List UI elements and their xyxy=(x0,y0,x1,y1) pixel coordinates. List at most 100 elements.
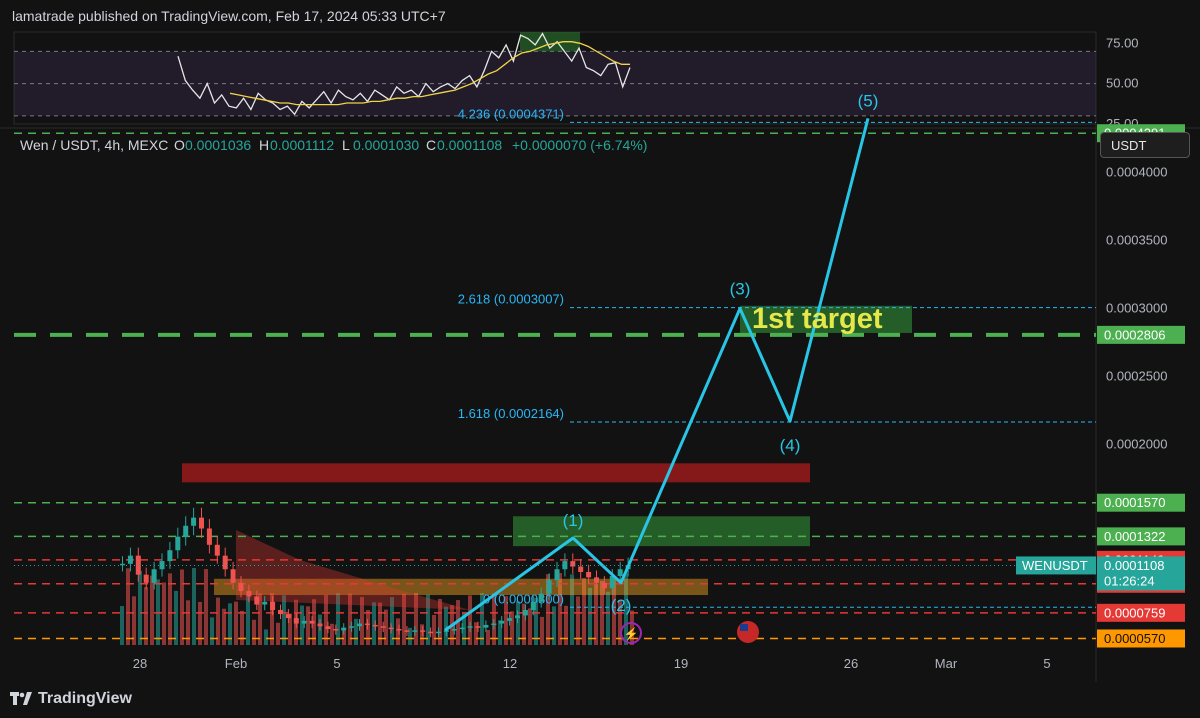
volume-bar xyxy=(420,624,424,645)
candle xyxy=(127,555,133,564)
candle xyxy=(120,563,125,566)
flag-canton xyxy=(740,624,748,631)
candle xyxy=(538,593,544,602)
volume-bar xyxy=(504,596,508,645)
level-price-tag xyxy=(1097,603,1185,622)
level-price-tag xyxy=(1097,629,1185,648)
price-tick-label: 0.0003500 xyxy=(1106,233,1167,248)
candle xyxy=(475,626,481,628)
symbol-tag xyxy=(1016,556,1096,575)
volume-bars xyxy=(120,568,634,645)
wave-label: (2) xyxy=(611,596,632,615)
level-price-label: 0.0002806 xyxy=(1104,327,1165,342)
footer: TradingView xyxy=(0,682,1200,718)
volume-bar xyxy=(618,600,622,645)
volume-bar xyxy=(384,609,388,645)
volume-bar xyxy=(180,569,184,645)
volume-bar xyxy=(252,619,256,645)
volume-bar xyxy=(594,584,598,645)
price-tick-label: 0.0002500 xyxy=(1106,368,1167,383)
candle xyxy=(530,601,536,610)
volume-bar xyxy=(276,622,280,645)
volume-bar xyxy=(630,610,634,645)
rsi-overbought-fill xyxy=(520,32,580,52)
candle xyxy=(594,577,599,583)
candle xyxy=(222,555,228,570)
current-price-value: 0.0001108 xyxy=(1104,558,1165,573)
level-price-label: 0.0001570 xyxy=(1104,495,1165,510)
candle xyxy=(246,590,252,597)
time-tick-label: 19 xyxy=(674,656,688,671)
candle xyxy=(570,561,576,567)
candle xyxy=(546,580,552,594)
candle xyxy=(617,569,623,577)
candle xyxy=(301,620,307,624)
current-price-tag xyxy=(1097,556,1185,591)
volume-bar xyxy=(300,605,304,645)
candle xyxy=(554,569,560,581)
legend-text: 0.0001030 xyxy=(353,137,419,153)
level-price-label: 0.0000570 xyxy=(1104,631,1165,646)
candle xyxy=(357,623,362,627)
volume-bar xyxy=(438,598,442,645)
zone-resistance xyxy=(182,463,810,483)
legend-text: 0.0001036 xyxy=(185,137,251,153)
volume-bar xyxy=(144,587,148,645)
publish-header: lamatrade published on TradingView.com, … xyxy=(0,0,1200,30)
volume-bar xyxy=(486,629,490,645)
tradingview-logo[interactable]: TradingView xyxy=(10,690,132,708)
volume-bar xyxy=(552,606,556,645)
price-chart[interactable]: 75.0050.0025.000.00040000.00035000.00030… xyxy=(0,0,1200,682)
volume-bar xyxy=(588,587,592,645)
legend-text: C xyxy=(426,137,436,153)
currency-button[interactable]: USDT xyxy=(1100,132,1190,158)
candle xyxy=(199,517,204,529)
volume-bar xyxy=(576,596,580,645)
volume-bar xyxy=(348,593,352,645)
volume-bar xyxy=(540,616,544,645)
volume-bar xyxy=(168,573,172,645)
volume-bar xyxy=(498,620,502,645)
volume-bar xyxy=(522,603,526,645)
volume-bar xyxy=(366,610,370,645)
legend-text: L xyxy=(342,137,350,153)
volume-bar xyxy=(534,597,538,645)
level-price-label: 0.0001322 xyxy=(1104,529,1165,544)
candle xyxy=(380,626,386,628)
candle xyxy=(412,630,418,632)
volume-bar xyxy=(378,602,382,645)
volume-bar xyxy=(570,574,574,645)
volume-bar xyxy=(564,605,568,645)
wave-label: (3) xyxy=(730,280,751,299)
legend-text: +0.0000070 (+6.74%) xyxy=(512,137,647,153)
wave-label: (4) xyxy=(780,436,801,455)
candle xyxy=(515,615,520,619)
level-price-label: 0.0000759 xyxy=(1104,605,1165,620)
volume-bar xyxy=(558,573,562,645)
elliott-wave-path xyxy=(444,118,870,632)
symbol-tag-label: WENUSDT xyxy=(1022,558,1088,573)
candle xyxy=(349,626,355,628)
candle xyxy=(191,517,197,526)
decline-shade xyxy=(236,530,470,610)
volume-bar xyxy=(282,595,286,645)
candle xyxy=(459,627,465,630)
rsi-ma-line xyxy=(229,41,630,106)
candle xyxy=(214,544,220,556)
volume-bar xyxy=(288,613,292,645)
volume-bar xyxy=(270,593,274,645)
volume-bar xyxy=(528,608,532,645)
candle xyxy=(341,627,347,631)
candle xyxy=(601,582,607,589)
candle xyxy=(364,623,370,626)
volume-bar xyxy=(324,594,328,645)
candle xyxy=(206,528,212,545)
volume-bar xyxy=(222,608,226,645)
wave-label: (1) xyxy=(563,511,584,530)
price-tick-label: 0.0002000 xyxy=(1106,436,1167,451)
legend-text: H xyxy=(259,137,269,153)
candle xyxy=(491,623,497,626)
volume-bar xyxy=(612,576,616,645)
countdown-label: 01:26:24 xyxy=(1104,573,1155,588)
candle xyxy=(483,624,489,628)
